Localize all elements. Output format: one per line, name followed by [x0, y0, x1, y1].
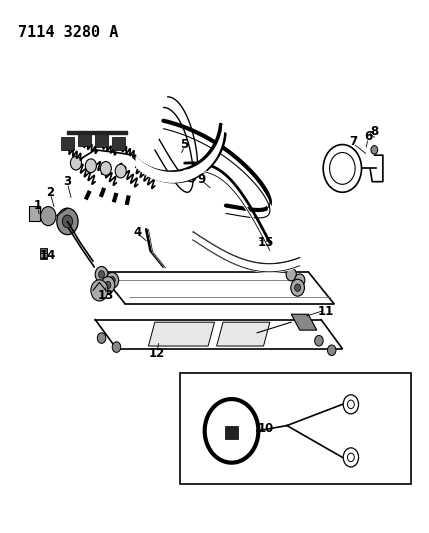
Circle shape — [95, 266, 108, 282]
Circle shape — [57, 208, 78, 235]
Bar — [225, 425, 238, 439]
Text: 10: 10 — [257, 422, 274, 435]
Circle shape — [101, 277, 115, 294]
Circle shape — [105, 281, 111, 289]
Circle shape — [62, 215, 73, 228]
Circle shape — [99, 271, 105, 278]
Circle shape — [327, 345, 336, 356]
Bar — [95, 134, 108, 147]
Circle shape — [70, 156, 82, 170]
Text: 3: 3 — [63, 175, 72, 188]
Circle shape — [371, 146, 378, 154]
Circle shape — [347, 400, 354, 409]
Circle shape — [41, 207, 56, 225]
Text: 8: 8 — [370, 125, 378, 138]
Circle shape — [343, 395, 359, 414]
Circle shape — [295, 284, 301, 292]
Polygon shape — [148, 322, 214, 346]
Text: 7114 3280 A: 7114 3280 A — [18, 25, 119, 41]
Text: 12: 12 — [149, 348, 165, 360]
Polygon shape — [291, 314, 317, 330]
Bar — [181, 373, 411, 484]
Bar — [40, 248, 48, 253]
Circle shape — [115, 164, 126, 178]
Circle shape — [347, 453, 354, 462]
Circle shape — [291, 279, 305, 296]
Circle shape — [314, 335, 323, 346]
Text: 9: 9 — [198, 173, 206, 185]
Text: 6: 6 — [364, 130, 372, 143]
Bar — [40, 253, 48, 259]
Text: 11: 11 — [317, 305, 333, 318]
Circle shape — [100, 161, 112, 175]
Text: 4: 4 — [134, 225, 142, 239]
Circle shape — [85, 159, 97, 173]
Text: 13: 13 — [98, 289, 114, 302]
Circle shape — [112, 342, 121, 352]
Circle shape — [106, 272, 118, 288]
Text: 7: 7 — [349, 135, 357, 148]
Circle shape — [295, 274, 305, 287]
Text: 14: 14 — [40, 249, 57, 262]
Bar — [78, 132, 91, 146]
Bar — [61, 136, 74, 150]
Text: 5: 5 — [181, 138, 189, 151]
Text: 15: 15 — [257, 236, 274, 249]
Circle shape — [91, 280, 108, 301]
Circle shape — [286, 268, 296, 281]
Text: 1: 1 — [33, 199, 42, 212]
Circle shape — [109, 277, 115, 284]
Text: 2: 2 — [46, 186, 54, 199]
Bar — [29, 206, 40, 221]
Bar — [112, 136, 125, 150]
Polygon shape — [217, 322, 270, 346]
Circle shape — [97, 333, 106, 343]
Circle shape — [343, 448, 359, 467]
